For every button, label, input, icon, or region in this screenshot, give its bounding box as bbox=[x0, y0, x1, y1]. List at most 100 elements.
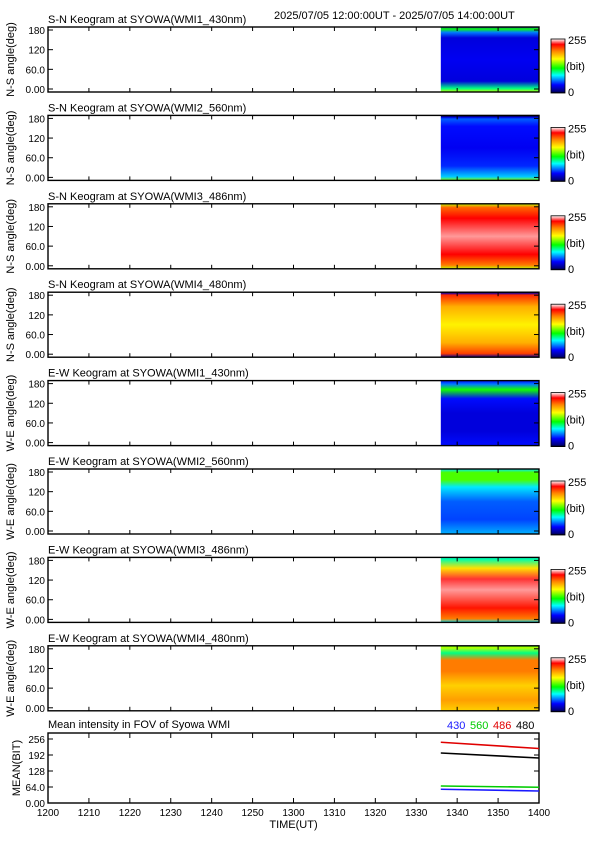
colorbar-max-label: 255 bbox=[568, 35, 586, 47]
colorbar-max-label: 255 bbox=[568, 212, 586, 224]
panel-title: E-W Keogram at SYOWA(WMI4_480nm) bbox=[48, 633, 249, 645]
y-tick-label: 0.00 bbox=[26, 262, 46, 273]
x-tick-label: 1220 bbox=[119, 808, 142, 819]
series-line-560 bbox=[440, 785, 540, 789]
y-tick-label: 0.00 bbox=[26, 799, 46, 810]
colorbar bbox=[550, 215, 566, 271]
legend-430: 430 bbox=[447, 720, 465, 732]
y-tick-label: 120 bbox=[28, 311, 45, 322]
y-tick-label: 180 bbox=[28, 645, 45, 656]
colorbar bbox=[550, 657, 566, 713]
x-tick-label: 1230 bbox=[160, 808, 183, 819]
y-tick-label: 60.0 bbox=[26, 331, 46, 342]
panel-title: S-N Keogram at SYOWA(WMI1_430nm) bbox=[48, 14, 246, 26]
y-tick-label: 0.00 bbox=[26, 527, 46, 538]
y-tick-label: 120 bbox=[28, 134, 45, 145]
x-tick-label: 1300 bbox=[282, 808, 305, 819]
colorbar-min-label: 0 bbox=[568, 352, 574, 364]
colorbar-unit-label: (bit) bbox=[566, 149, 585, 161]
keogram-image bbox=[440, 380, 539, 446]
panel-title: S-N Keogram at SYOWA(WMI4_480nm) bbox=[48, 279, 246, 291]
keogram-image bbox=[440, 469, 539, 534]
y-axis-label: W-E angle(deg) bbox=[5, 551, 17, 628]
colorbar-max-label: 255 bbox=[568, 654, 586, 666]
colorbar-max-label: 255 bbox=[568, 565, 586, 577]
time-x-axis: 1200 1210 1220 1230 1240 1250 1300 1310 1320 1330… bbox=[37, 733, 551, 831]
colorbar-min-label: 0 bbox=[568, 175, 574, 187]
y-tick-label: 180 bbox=[28, 380, 45, 391]
y-tick-label: 0.00 bbox=[26, 85, 46, 96]
series-line-486 bbox=[440, 741, 540, 750]
keogram-image bbox=[440, 645, 539, 711]
colorbar bbox=[550, 38, 566, 94]
y-tick-label: 60.0 bbox=[26, 65, 46, 76]
colorbar-unit-label: (bit) bbox=[566, 326, 585, 338]
y-tick-label: 180 bbox=[28, 291, 45, 302]
colorbar bbox=[550, 569, 566, 624]
series-line-430 bbox=[440, 788, 540, 792]
y-tick-label: 120 bbox=[28, 576, 45, 587]
y-tick-label: 60.0 bbox=[26, 242, 46, 253]
x-tick-label: 1250 bbox=[241, 808, 264, 819]
colorbar-max-label: 255 bbox=[568, 123, 586, 135]
x-tick-label: 1310 bbox=[323, 808, 346, 819]
colorbar-min-label: 0 bbox=[568, 87, 574, 99]
legend-486: 486 bbox=[493, 720, 511, 732]
time-range-header: 2025/07/05 12:00:00UT - 2025/07/05 14:00… bbox=[274, 10, 515, 22]
keogram-panel-4: S-N Keogram at SYOWA(WMI4_480nm)180 120 60… bbox=[5, 279, 586, 364]
y-tick-label: 256 bbox=[28, 735, 45, 746]
y-tick-label: 128 bbox=[28, 767, 45, 778]
panel-title: E-W Keogram at SYOWA(WMI3_486nm) bbox=[48, 544, 249, 556]
colorbar-min-label: 0 bbox=[568, 264, 574, 276]
keogram-panels: S-N Keogram at SYOWA(WMI1_430nm) 180 120 60… bbox=[5, 14, 586, 718]
colorbar-max-label: 255 bbox=[568, 300, 586, 312]
panel-title: E-W Keogram at SYOWA(WMI2_560nm) bbox=[48, 456, 249, 468]
keogram-image bbox=[440, 115, 539, 181]
keogram-image bbox=[440, 27, 539, 92]
y-tick-label: 180 bbox=[28, 468, 45, 479]
y-tick-label: 120 bbox=[28, 46, 45, 57]
y-tick-label: 120 bbox=[28, 488, 45, 499]
keogram-image bbox=[440, 557, 539, 623]
colorbar-min-label: 0 bbox=[568, 706, 574, 718]
panel-title: S-N Keogram at SYOWA(WMI2_560nm) bbox=[48, 102, 246, 114]
x-axis-label: TIME(UT) bbox=[269, 819, 317, 831]
y-tick-label: 64.0 bbox=[26, 783, 46, 794]
y-tick-label: 120 bbox=[28, 399, 45, 410]
x-tick-label: 1240 bbox=[201, 808, 224, 819]
y-axis-label: N-S angle(deg) bbox=[5, 22, 17, 97]
keogram-panel-6: E-W Keogram at SYOWA(WMI2_560nm)180 120 60… bbox=[5, 456, 586, 541]
x-tick-label: 1320 bbox=[364, 808, 387, 819]
y-tick-label: 0.00 bbox=[26, 704, 46, 715]
y-tick-label: 60.0 bbox=[26, 154, 46, 165]
colorbar-unit-label: (bit) bbox=[566, 680, 585, 692]
y-tick-label: 60.0 bbox=[26, 596, 46, 607]
y-tick-label: 180 bbox=[28, 203, 45, 214]
y-tick-label: 180 bbox=[28, 556, 45, 567]
colorbar-max-label: 255 bbox=[568, 389, 586, 401]
y-axis-label: W-E angle(deg) bbox=[5, 375, 17, 452]
x-tick-label: 1330 bbox=[405, 808, 428, 819]
y-tick-label: 0.00 bbox=[26, 173, 46, 184]
x-tick-label: 1400 bbox=[528, 808, 551, 819]
y-tick-label: 120 bbox=[28, 664, 45, 675]
legend-560: 560 bbox=[470, 720, 488, 732]
colorbar-min-label: 0 bbox=[568, 617, 574, 629]
colorbar bbox=[550, 480, 566, 536]
y-axis-label: W-E angle(deg) bbox=[5, 463, 17, 540]
keogram-panel-5: E-W Keogram at SYOWA(WMI1_430nm)180 120 60… bbox=[5, 368, 586, 453]
panel-title: E-W Keogram at SYOWA(WMI1_430nm) bbox=[48, 368, 249, 380]
x-tick-label: 1210 bbox=[78, 808, 101, 819]
colorbar-unit-label: (bit) bbox=[566, 61, 585, 73]
colorbar-max-label: 255 bbox=[568, 477, 586, 489]
colorbar-min-label: 0 bbox=[568, 529, 574, 541]
legend-480: 480 bbox=[516, 720, 534, 732]
series-line-480 bbox=[440, 752, 540, 759]
y-tick-label: 120 bbox=[28, 222, 45, 233]
colorbar-unit-label: (bit) bbox=[566, 238, 585, 250]
y-tick-label: 0.00 bbox=[26, 439, 46, 450]
keogram-panel-3: S-N Keogram at SYOWA(WMI3_486nm)180 120 60… bbox=[5, 191, 586, 276]
y-tick-label: 0.00 bbox=[26, 350, 46, 361]
y-tick-label: 180 bbox=[28, 114, 45, 125]
